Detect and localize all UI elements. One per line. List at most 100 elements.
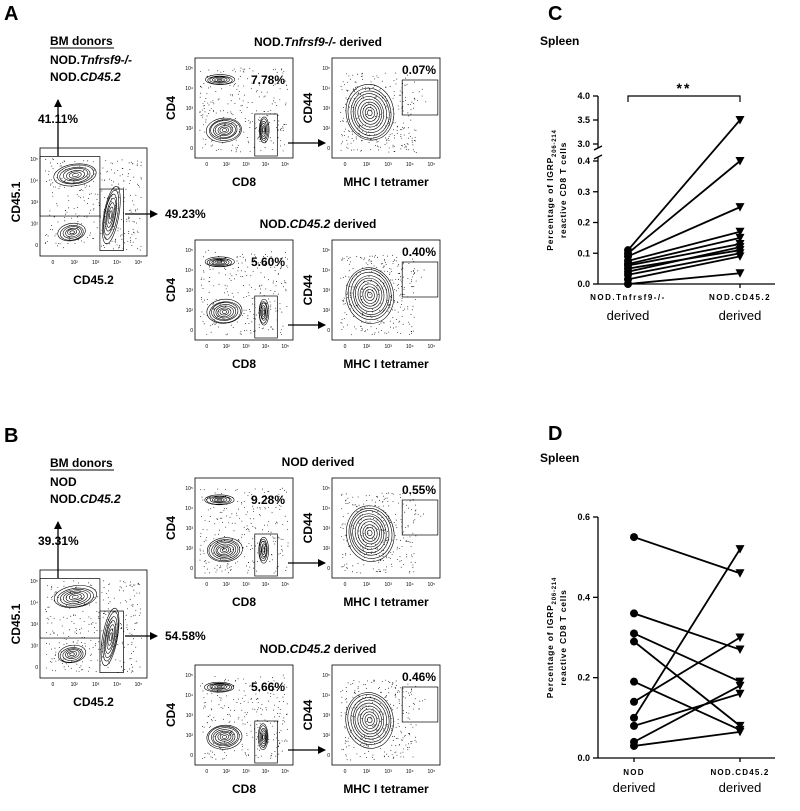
event-dot bbox=[123, 180, 125, 182]
event-dot bbox=[397, 272, 399, 274]
contour bbox=[62, 226, 82, 239]
event-dot bbox=[403, 696, 404, 698]
event-dot bbox=[340, 715, 342, 717]
pair-line bbox=[627, 255, 741, 281]
event-dot bbox=[47, 235, 49, 237]
event-dot bbox=[110, 162, 112, 164]
event-dot bbox=[267, 256, 268, 257]
event-dot bbox=[386, 493, 388, 494]
event-dot bbox=[53, 632, 55, 634]
event-dot bbox=[46, 234, 48, 235]
event-dot bbox=[241, 503, 243, 505]
event-dot bbox=[206, 529, 208, 531]
event-dot bbox=[247, 528, 249, 529]
event-dot bbox=[389, 681, 391, 683]
event-dot bbox=[202, 109, 204, 111]
event-dot bbox=[344, 523, 346, 525]
event-dot bbox=[361, 296, 362, 298]
event-dot bbox=[118, 186, 120, 188]
event-dot bbox=[224, 752, 226, 754]
event-dot bbox=[412, 144, 414, 146]
event-dot bbox=[261, 91, 263, 93]
event-dot bbox=[218, 148, 219, 150]
event-dot bbox=[408, 333, 410, 335]
gate bbox=[401, 261, 439, 298]
label: NOD.Tnfrsf9-/- bbox=[50, 53, 132, 67]
event-dot bbox=[389, 111, 391, 113]
event-dot bbox=[276, 105, 278, 107]
flow-tick-label: 10² bbox=[363, 344, 371, 350]
label-part: derived bbox=[330, 217, 376, 231]
event-dot bbox=[210, 331, 212, 333]
event-dot bbox=[231, 95, 233, 97]
event-dot bbox=[200, 544, 202, 546]
event-dot bbox=[225, 489, 227, 490]
event-dot bbox=[202, 550, 204, 552]
event-dot bbox=[384, 270, 386, 272]
event-dot bbox=[217, 326, 219, 328]
event-dot bbox=[206, 93, 208, 95]
event-dot bbox=[267, 329, 269, 331]
event-dot bbox=[87, 173, 89, 175]
contour bbox=[260, 302, 268, 321]
label-part: CD45.2 bbox=[290, 642, 331, 656]
event-dot bbox=[385, 679, 387, 681]
event-dot bbox=[257, 552, 258, 554]
axis-label: CD44 bbox=[301, 92, 315, 123]
flow-tick-label: 0 bbox=[327, 753, 330, 759]
event-dot bbox=[260, 288, 262, 290]
event-dot bbox=[140, 161, 142, 163]
event-dot bbox=[352, 133, 354, 135]
event-dot bbox=[54, 592, 56, 594]
event-dot bbox=[408, 694, 410, 696]
event-dot bbox=[282, 696, 284, 698]
event-dot bbox=[347, 737, 349, 739]
event-dot bbox=[213, 537, 215, 539]
event-dot bbox=[107, 666, 109, 668]
event-dot bbox=[282, 130, 284, 132]
event-dot bbox=[92, 237, 94, 239]
event-dot bbox=[258, 119, 259, 121]
contour bbox=[362, 286, 378, 304]
event-dot bbox=[256, 738, 257, 740]
event-dot bbox=[216, 518, 218, 520]
event-dot bbox=[210, 725, 212, 727]
event-dot bbox=[391, 553, 393, 555]
contour bbox=[360, 521, 380, 545]
event-dot bbox=[260, 707, 262, 709]
event-dot bbox=[377, 294, 379, 296]
event-dot bbox=[104, 197, 105, 199]
event-dot bbox=[201, 86, 203, 88]
x-tick-sublabel: derived bbox=[613, 780, 656, 795]
event-dot bbox=[280, 128, 282, 130]
event-dot bbox=[274, 290, 276, 292]
event-dot bbox=[65, 604, 67, 606]
event-dot bbox=[398, 273, 400, 274]
flow-tick-label: 10² bbox=[223, 162, 231, 168]
event-dot bbox=[239, 256, 241, 257]
marker bbox=[735, 569, 745, 578]
event-dot bbox=[238, 689, 240, 691]
event-dot bbox=[210, 718, 212, 720]
event-dot bbox=[232, 268, 234, 270]
event-dot bbox=[234, 103, 236, 104]
event-dot bbox=[136, 230, 138, 232]
event-dot bbox=[275, 307, 277, 309]
event-dot bbox=[393, 94, 395, 96]
event-dot bbox=[233, 699, 235, 701]
event-dot bbox=[102, 616, 104, 618]
event-dot bbox=[394, 150, 396, 152]
event-dot bbox=[397, 302, 399, 304]
label-part: NOD. bbox=[50, 53, 80, 67]
event-dot bbox=[400, 293, 402, 295]
event-dot bbox=[351, 534, 352, 536]
plot-frame bbox=[194, 664, 294, 766]
event-dot bbox=[117, 230, 119, 232]
event-dot bbox=[390, 326, 391, 328]
event-dot bbox=[358, 681, 360, 683]
event-dot bbox=[261, 703, 263, 705]
event-dot bbox=[120, 587, 122, 589]
event-dot bbox=[108, 590, 110, 592]
event-dot bbox=[357, 127, 359, 129]
event-dot bbox=[101, 642, 103, 644]
